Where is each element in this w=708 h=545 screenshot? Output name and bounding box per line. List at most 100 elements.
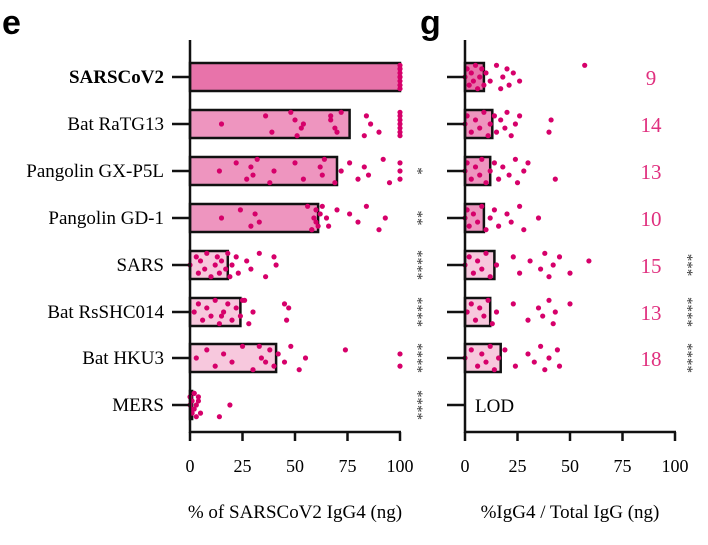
data-point	[281, 301, 288, 307]
data-point	[216, 321, 222, 327]
data-point	[521, 168, 527, 174]
category-label: Bat HKU3	[82, 348, 164, 369]
data-point	[193, 355, 199, 361]
data-point	[483, 250, 489, 256]
data-point	[540, 313, 546, 319]
x-tick-label: 25	[234, 456, 252, 476]
data-point	[246, 321, 252, 327]
significance-label: *	[409, 167, 425, 175]
data-point	[284, 317, 290, 323]
data-point	[233, 305, 239, 311]
data-point	[538, 266, 544, 272]
data-point	[535, 305, 542, 311]
data-point	[233, 160, 239, 166]
data-point	[300, 176, 306, 182]
data-point	[328, 117, 334, 123]
data-point	[263, 113, 269, 119]
x-tick-label: 100	[387, 456, 414, 476]
data-point	[491, 113, 497, 119]
data-point	[517, 113, 523, 119]
data-point	[197, 258, 204, 264]
data-point	[477, 305, 483, 311]
data-point	[525, 317, 531, 323]
x-tick-label: 50	[561, 456, 579, 476]
data-point	[300, 121, 306, 127]
data-point	[517, 78, 523, 84]
data-point	[338, 168, 344, 174]
data-point	[382, 215, 388, 221]
data-point	[554, 347, 561, 353]
count-label: 10	[641, 207, 662, 231]
count-label: 15	[641, 254, 662, 278]
data-point	[361, 164, 367, 170]
data-point	[506, 172, 512, 178]
data-point	[466, 223, 472, 229]
data-point	[567, 270, 573, 276]
data-point	[485, 297, 491, 303]
data-point	[212, 297, 218, 303]
data-point	[221, 351, 227, 357]
chart-e: 0 25 50 75 100 % of SARSCoV2 IgG4 (ng) SARSCoV…	[26, 40, 425, 523]
data-point	[248, 164, 254, 170]
bar-1	[188, 108, 351, 140]
data-point	[493, 129, 500, 135]
data-point	[263, 359, 269, 365]
data-point	[496, 176, 502, 182]
count-label: 13	[641, 160, 662, 184]
data-point	[517, 203, 523, 209]
data-point	[550, 262, 556, 268]
data-point	[538, 343, 544, 349]
data-point	[256, 250, 262, 256]
data-point	[223, 266, 229, 272]
data-point	[504, 211, 510, 217]
data-point	[342, 347, 348, 353]
data-point	[317, 211, 323, 217]
data-point	[208, 313, 214, 319]
data-point	[313, 207, 319, 213]
data-point	[319, 203, 325, 209]
data-point	[319, 172, 325, 178]
data-point	[197, 410, 204, 416]
data-point	[397, 62, 403, 68]
data-point	[504, 66, 510, 72]
data-point	[521, 227, 527, 233]
data-point	[508, 219, 514, 225]
data-point	[248, 223, 254, 229]
data-point	[510, 301, 516, 307]
significance-label: ****	[409, 390, 425, 420]
data-point	[504, 109, 510, 115]
data-point	[191, 309, 197, 315]
data-point	[292, 117, 298, 123]
data-point	[376, 227, 382, 233]
data-point	[248, 266, 254, 272]
data-point	[487, 274, 493, 280]
data-point	[193, 414, 199, 420]
bar-0	[188, 61, 402, 93]
data-point	[313, 219, 319, 225]
data-point	[250, 367, 256, 373]
data-point	[332, 180, 338, 186]
data-point	[244, 176, 250, 182]
data-point	[493, 309, 500, 315]
x-tick-label: 75	[614, 456, 632, 476]
data-point	[239, 297, 246, 303]
data-point	[468, 129, 474, 135]
data-point	[347, 160, 353, 166]
data-point	[468, 301, 474, 307]
data-point	[397, 168, 403, 174]
data-point	[315, 223, 321, 229]
data-point	[479, 156, 485, 162]
data-point	[477, 125, 483, 131]
data-point	[493, 262, 500, 268]
data-point	[514, 180, 521, 186]
data-point	[542, 367, 548, 373]
data-point	[368, 121, 374, 127]
data-point	[475, 219, 481, 225]
data-point	[472, 164, 479, 170]
data-point	[535, 215, 542, 221]
data-point	[233, 254, 239, 260]
data-point	[229, 359, 235, 365]
data-point	[542, 250, 548, 256]
data-point	[208, 274, 214, 280]
